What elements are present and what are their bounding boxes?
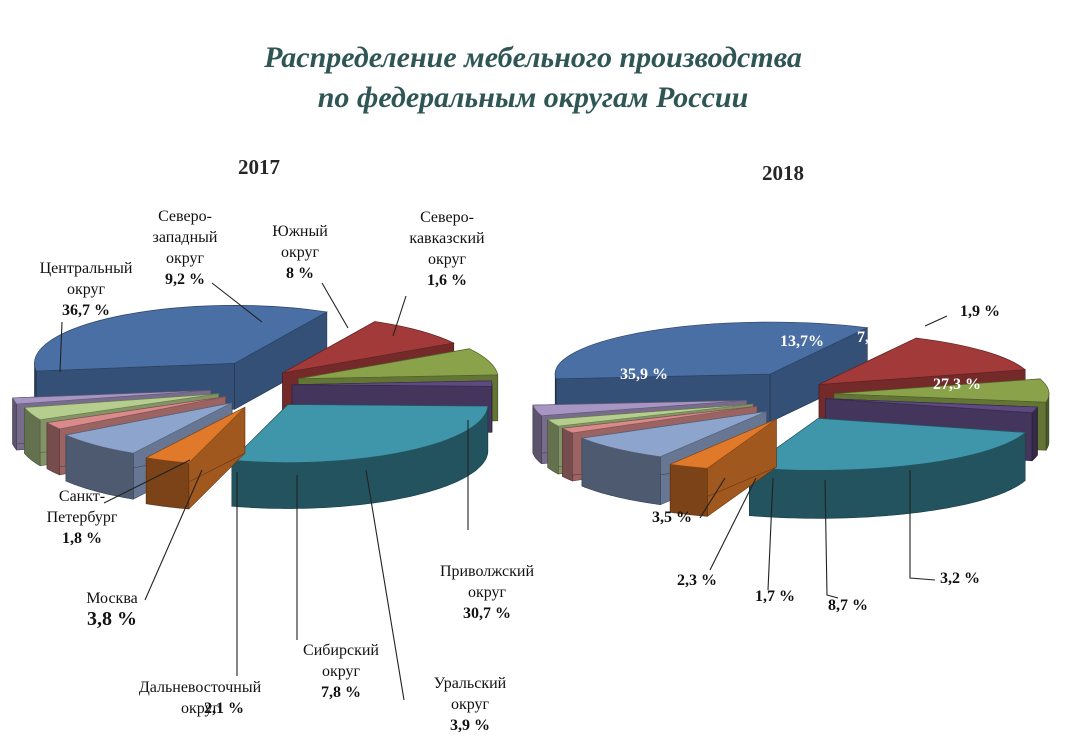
- label-central: Центральный округ 36,7 %: [40, 260, 133, 319]
- leader-south: [321, 282, 349, 329]
- leader-north-caucasus: [392, 295, 407, 337]
- leader-2018-far-east: [767, 477, 774, 591]
- leader-moscow: [144, 469, 203, 601]
- leader-2018-ural: [909, 470, 936, 581]
- pie-2018: [532, 321, 1050, 519]
- label-2018-northwest: 13,7%: [780, 333, 824, 350]
- label-ural: Уральский округ 3,9 %: [434, 675, 507, 734]
- slice-2018-4: [748, 417, 1027, 519]
- label-2018-volga: 27,3 %: [933, 376, 981, 393]
- label-2018-ural: 3,2 %: [940, 570, 980, 587]
- label-far-east-name: Дальневосточный: [139, 679, 262, 696]
- leader-2018-moscow: [709, 477, 757, 571]
- slice-2018-0: [554, 321, 869, 428]
- chart-title-line-2: по федеральным округам России: [317, 81, 749, 114]
- leader-ural: [365, 469, 405, 701]
- label-far-east-value: 2,1 %: [204, 700, 244, 717]
- slice-2018-5: [668, 418, 777, 517]
- label-2018-far-east: 1,7 %: [755, 588, 795, 605]
- slice-2017-4: [231, 403, 489, 509]
- label-2018-siberia: 8,7 %: [828, 597, 868, 614]
- labels-2017: Центральный округ 36,7 % Северо-западный окр…: [40, 208, 535, 734]
- leader-northwest: [211, 282, 263, 323]
- label-northwest: Северо-западный округ 9,2 %: [153, 208, 218, 288]
- leader-2018-saint-petersburg: [699, 477, 726, 519]
- leader-central: [59, 321, 63, 373]
- label-2018-central: 35,9 %: [620, 366, 668, 383]
- label-2018-saint-petersburg: 3,5 %: [652, 509, 692, 526]
- pie-2017: [12, 305, 499, 510]
- leader-2018-siberia: [824, 479, 839, 599]
- label-2018-moscow: 2,3 %: [677, 572, 717, 589]
- leader-2018-north-caucasus: [924, 315, 948, 327]
- label-moscow: Москва 3,8 %: [86, 590, 138, 630]
- label-north-caucasus: Северо-кавказский округ 1,6 %: [409, 209, 485, 289]
- year-2017-label: 2017: [238, 155, 280, 179]
- label-2018-south: 7,6 %: [857, 329, 897, 346]
- chart-title-line-1: Распределение мебельного производства: [264, 41, 802, 74]
- year-2018-label: 2018: [762, 161, 804, 185]
- label-siberia: Сибирский округ 7,8 %: [303, 642, 379, 701]
- label-volga: Приволжский округ 30,7 %: [440, 563, 535, 622]
- label-saint-petersburg: Санкт-Петербург 1,8 %: [47, 488, 118, 547]
- label-2018-north-caucasus: 1,9 %: [960, 303, 1000, 320]
- label-far-east-okrug: округ: [181, 700, 220, 717]
- leader-saint-petersburg: [103, 459, 191, 504]
- label-south: Южный округ 8 %: [272, 223, 328, 282]
- slice-2017-5: [145, 406, 246, 510]
- labels-2018: 35,9 % 13,7% 7,6 % 1,9 % 27,3 % 3,2 % 8,7 % 1,7…: [620, 303, 1000, 614]
